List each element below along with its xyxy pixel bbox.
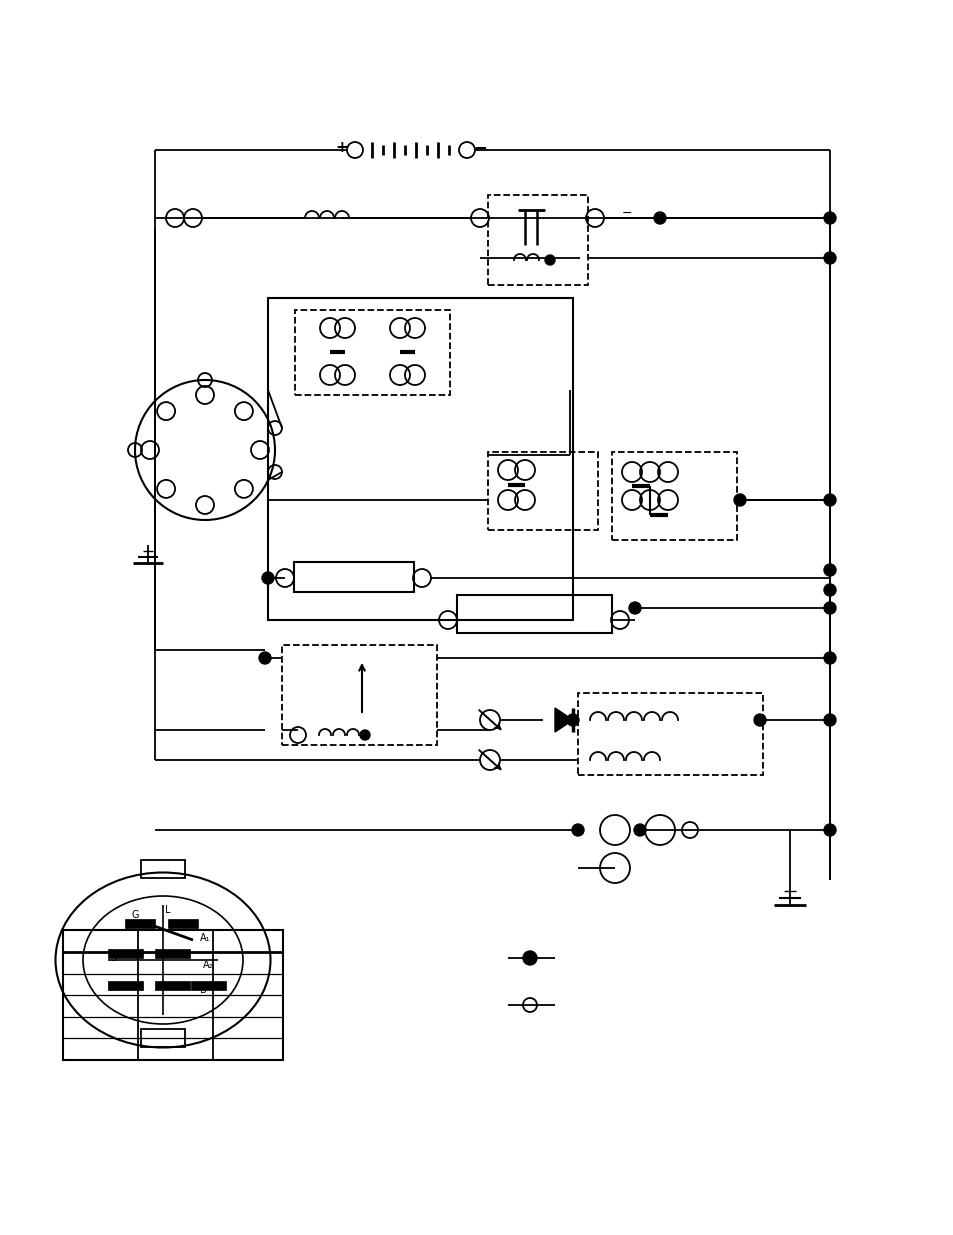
Bar: [456, 595, 612, 634]
Bar: [578, 693, 762, 776]
Bar: [141, 860, 185, 878]
Text: B: B: [199, 986, 206, 995]
Circle shape: [823, 584, 835, 597]
Bar: [108, 948, 143, 958]
Circle shape: [823, 824, 835, 836]
Circle shape: [823, 494, 835, 506]
Circle shape: [566, 714, 578, 726]
Circle shape: [359, 730, 370, 740]
Circle shape: [823, 601, 835, 614]
Text: M: M: [109, 983, 117, 993]
Circle shape: [572, 824, 583, 836]
Text: S: S: [110, 953, 116, 963]
Circle shape: [544, 254, 555, 266]
Circle shape: [262, 572, 274, 584]
Bar: [154, 948, 190, 958]
Circle shape: [823, 714, 835, 726]
Bar: [108, 981, 143, 990]
Bar: [294, 310, 450, 395]
Circle shape: [823, 652, 835, 664]
Bar: [154, 981, 190, 990]
Bar: [294, 562, 414, 592]
Bar: [268, 298, 573, 620]
Polygon shape: [555, 708, 573, 732]
Bar: [168, 919, 198, 927]
Bar: [191, 981, 226, 990]
Bar: [488, 195, 587, 285]
Circle shape: [823, 252, 835, 264]
Text: A₂: A₂: [203, 960, 213, 969]
Text: A₁: A₁: [199, 932, 210, 944]
Circle shape: [753, 714, 765, 726]
Bar: [282, 645, 436, 745]
Bar: [141, 1029, 185, 1047]
Circle shape: [733, 494, 745, 506]
Circle shape: [628, 601, 640, 614]
Bar: [488, 452, 598, 530]
Circle shape: [522, 951, 537, 965]
Circle shape: [654, 212, 665, 224]
Text: −: −: [473, 138, 486, 156]
Text: G: G: [132, 910, 138, 920]
Bar: [612, 452, 737, 540]
Text: +: +: [335, 140, 348, 154]
Text: L: L: [165, 905, 171, 915]
Circle shape: [258, 652, 271, 664]
Circle shape: [634, 824, 645, 836]
Circle shape: [823, 564, 835, 576]
Circle shape: [823, 212, 835, 224]
Text: −: −: [621, 206, 632, 220]
Bar: [63, 930, 283, 1060]
Bar: [125, 919, 154, 927]
